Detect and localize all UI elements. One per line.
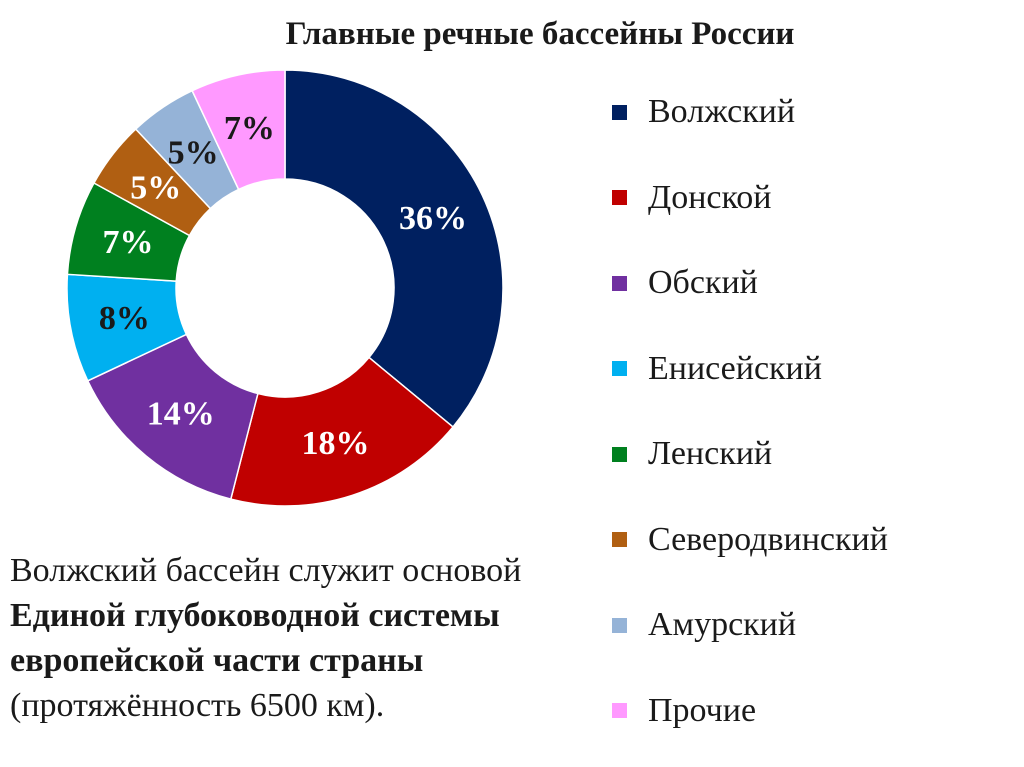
slice-value-label: 8% (99, 300, 150, 337)
slice-value-label: 7% (224, 110, 275, 147)
note-text-start: Волжский бассейн служит основой (10, 552, 522, 589)
legend-item: Енисейский (612, 347, 822, 391)
slice-value-label: 5% (130, 169, 181, 206)
legend-label: Амурский (648, 606, 797, 643)
legend-swatch (612, 190, 627, 205)
legend-item: Волжский (612, 90, 795, 134)
slice-value-label: 18% (302, 425, 370, 462)
slice-value-label: 7% (102, 224, 153, 261)
legend-item: Северодвинский (612, 518, 888, 562)
legend-item: Обский (612, 261, 758, 305)
slice-value-label: 36% (399, 200, 467, 237)
legend-swatch (612, 104, 627, 120)
legend-item: Прочие (612, 689, 756, 733)
legend-label: Обский (648, 264, 758, 301)
slice-2 (229, 356, 455, 507)
legend-swatch (612, 361, 627, 376)
legend-swatch (612, 275, 627, 291)
slice-1 (284, 69, 504, 429)
legend-label: Ленский (648, 435, 773, 472)
page-title: Главные речные бассейны России (285, 16, 795, 52)
slice-value-label: 14% (147, 395, 215, 432)
legend-swatch (612, 532, 627, 547)
slice-value-label: 5% (168, 134, 219, 171)
legend-swatch (612, 446, 627, 462)
legend-label: Донской (648, 178, 772, 216)
note-text-bold: Единой глубоководной системы европейской… (10, 597, 500, 679)
legend-label: Прочие (648, 691, 757, 729)
slice-8 (191, 69, 286, 191)
caption-note: Волжский бассейн служит основой Единой г… (10, 548, 610, 728)
legend-label: Енисейский (648, 349, 822, 387)
legend-swatch (612, 617, 627, 633)
note-text-end: (протяжённость 6500 км). (10, 687, 385, 724)
legend-item: Амурский (612, 603, 796, 647)
legend-swatch (612, 703, 627, 718)
legend-label: Северодвинский (648, 520, 888, 558)
chart-slices (66, 69, 504, 507)
legend-label: Волжский (648, 93, 796, 130)
legend-item: Донской (612, 176, 771, 220)
chart-value-labels: 36%18%14%8%7%5%5%7% (99, 110, 467, 462)
legend-item: Ленский (612, 432, 772, 476)
